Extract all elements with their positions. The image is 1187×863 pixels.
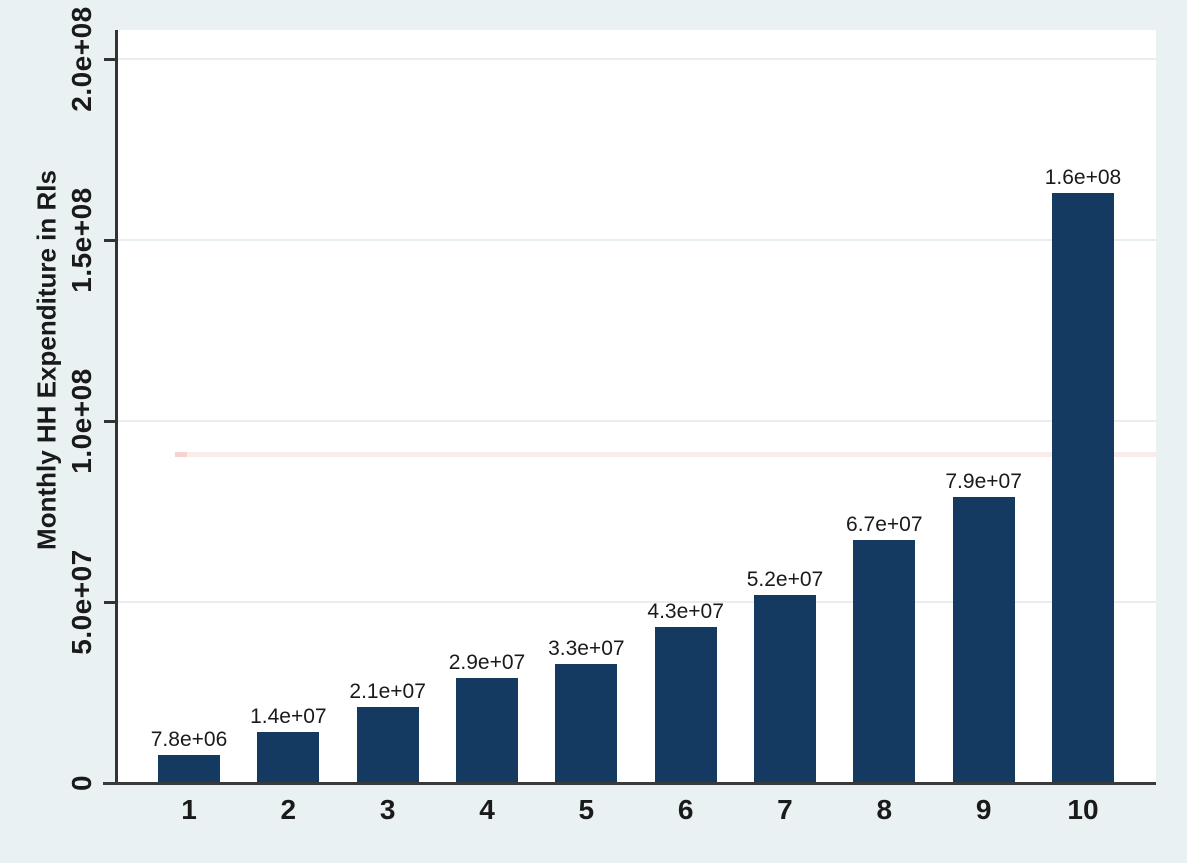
bar xyxy=(356,706,419,783)
bar xyxy=(753,594,816,783)
y-tick-label: 1.5e+08 xyxy=(66,187,97,293)
bar-value-label: 2.1e+07 xyxy=(349,679,426,703)
bar-value-label: 7.9e+07 xyxy=(945,470,1022,494)
x-tick-label: 1 xyxy=(181,794,197,825)
bar-value-label: 7.8e+06 xyxy=(150,727,228,751)
x-tick-label: 5 xyxy=(578,794,595,825)
y-gridline xyxy=(118,601,1156,603)
bar-value-label: 2.9e+07 xyxy=(448,651,526,675)
x-axis-line xyxy=(103,782,1156,785)
bar xyxy=(654,627,717,783)
y-axis-title: Monthly HH Expenditure in Rls xyxy=(31,170,62,550)
bar-value-label: 3.3e+07 xyxy=(548,636,625,660)
x-tick-label: 6 xyxy=(677,794,694,825)
bar-value-label: 1.6e+08 xyxy=(1044,165,1122,189)
bar xyxy=(952,497,1015,783)
y-gridline xyxy=(118,420,1156,422)
y-gridline xyxy=(118,58,1156,60)
y-tick-mark xyxy=(104,419,117,423)
x-tick-label: 9 xyxy=(975,794,992,825)
y-gridline xyxy=(118,239,1156,241)
x-tick-label: 3 xyxy=(379,794,396,825)
x-tick-label: 2 xyxy=(280,794,297,825)
bar-value-label: 1.4e+07 xyxy=(250,705,327,729)
bar xyxy=(555,663,618,783)
y-tick-mark xyxy=(104,57,117,61)
bar xyxy=(455,678,518,783)
pink-artifact-line-start xyxy=(175,452,187,457)
x-tick-label: 4 xyxy=(479,794,495,825)
bar-value-label: 4.3e+07 xyxy=(647,600,724,624)
x-tick-label: 10 xyxy=(1067,794,1099,825)
bar xyxy=(257,732,320,783)
x-tick-label: 7 xyxy=(777,794,793,825)
bar xyxy=(1051,192,1114,783)
y-tick-mark xyxy=(104,600,117,604)
bar xyxy=(158,754,220,783)
pink-artifact-line xyxy=(175,452,1156,457)
y-tick-label: 2.0e+08 xyxy=(66,6,97,112)
y-tick-label: 1.0e+08 xyxy=(66,368,97,474)
x-tick-label: 8 xyxy=(876,794,893,825)
y-axis-line xyxy=(115,30,118,785)
y-tick-mark xyxy=(104,238,117,242)
y-tick-label: 0 xyxy=(66,774,97,792)
bar xyxy=(853,540,916,783)
y-tick-label: 5.0e+07 xyxy=(66,549,97,655)
bar-value-label: 6.7e+07 xyxy=(846,513,923,537)
bar-value-label: 5.2e+07 xyxy=(746,567,824,591)
